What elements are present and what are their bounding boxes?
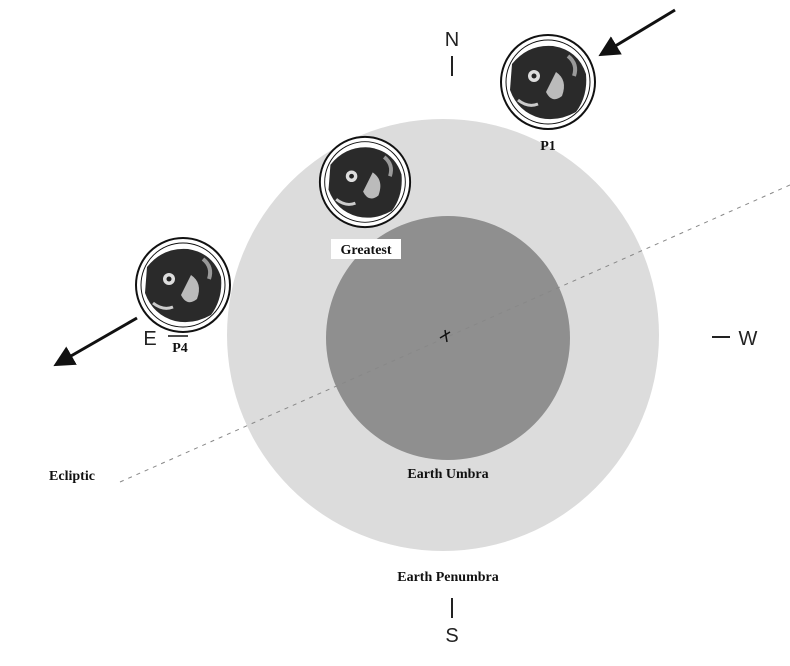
umbra-label: Earth Umbra: [407, 467, 488, 482]
center-mark: [439, 329, 451, 343]
penumbra-label: Earth Penumbra: [397, 570, 499, 585]
umbra: [326, 216, 570, 460]
p1-label: P1: [540, 139, 556, 154]
moon-p4: [134, 236, 232, 334]
moon-p1: [499, 33, 597, 131]
south-label: S: [445, 625, 458, 647]
ecliptic-label: Ecliptic: [49, 469, 95, 484]
p4-label: P4: [172, 341, 188, 356]
greatest-label: Greatest: [340, 243, 391, 258]
arrow-out: [53, 316, 138, 367]
moon-greatest: [317, 134, 413, 230]
west-label: W: [739, 328, 758, 350]
north-label: N: [445, 29, 459, 51]
greatest-bg: [331, 239, 401, 259]
arrow-in: [598, 8, 676, 57]
east-label: E: [143, 328, 156, 350]
